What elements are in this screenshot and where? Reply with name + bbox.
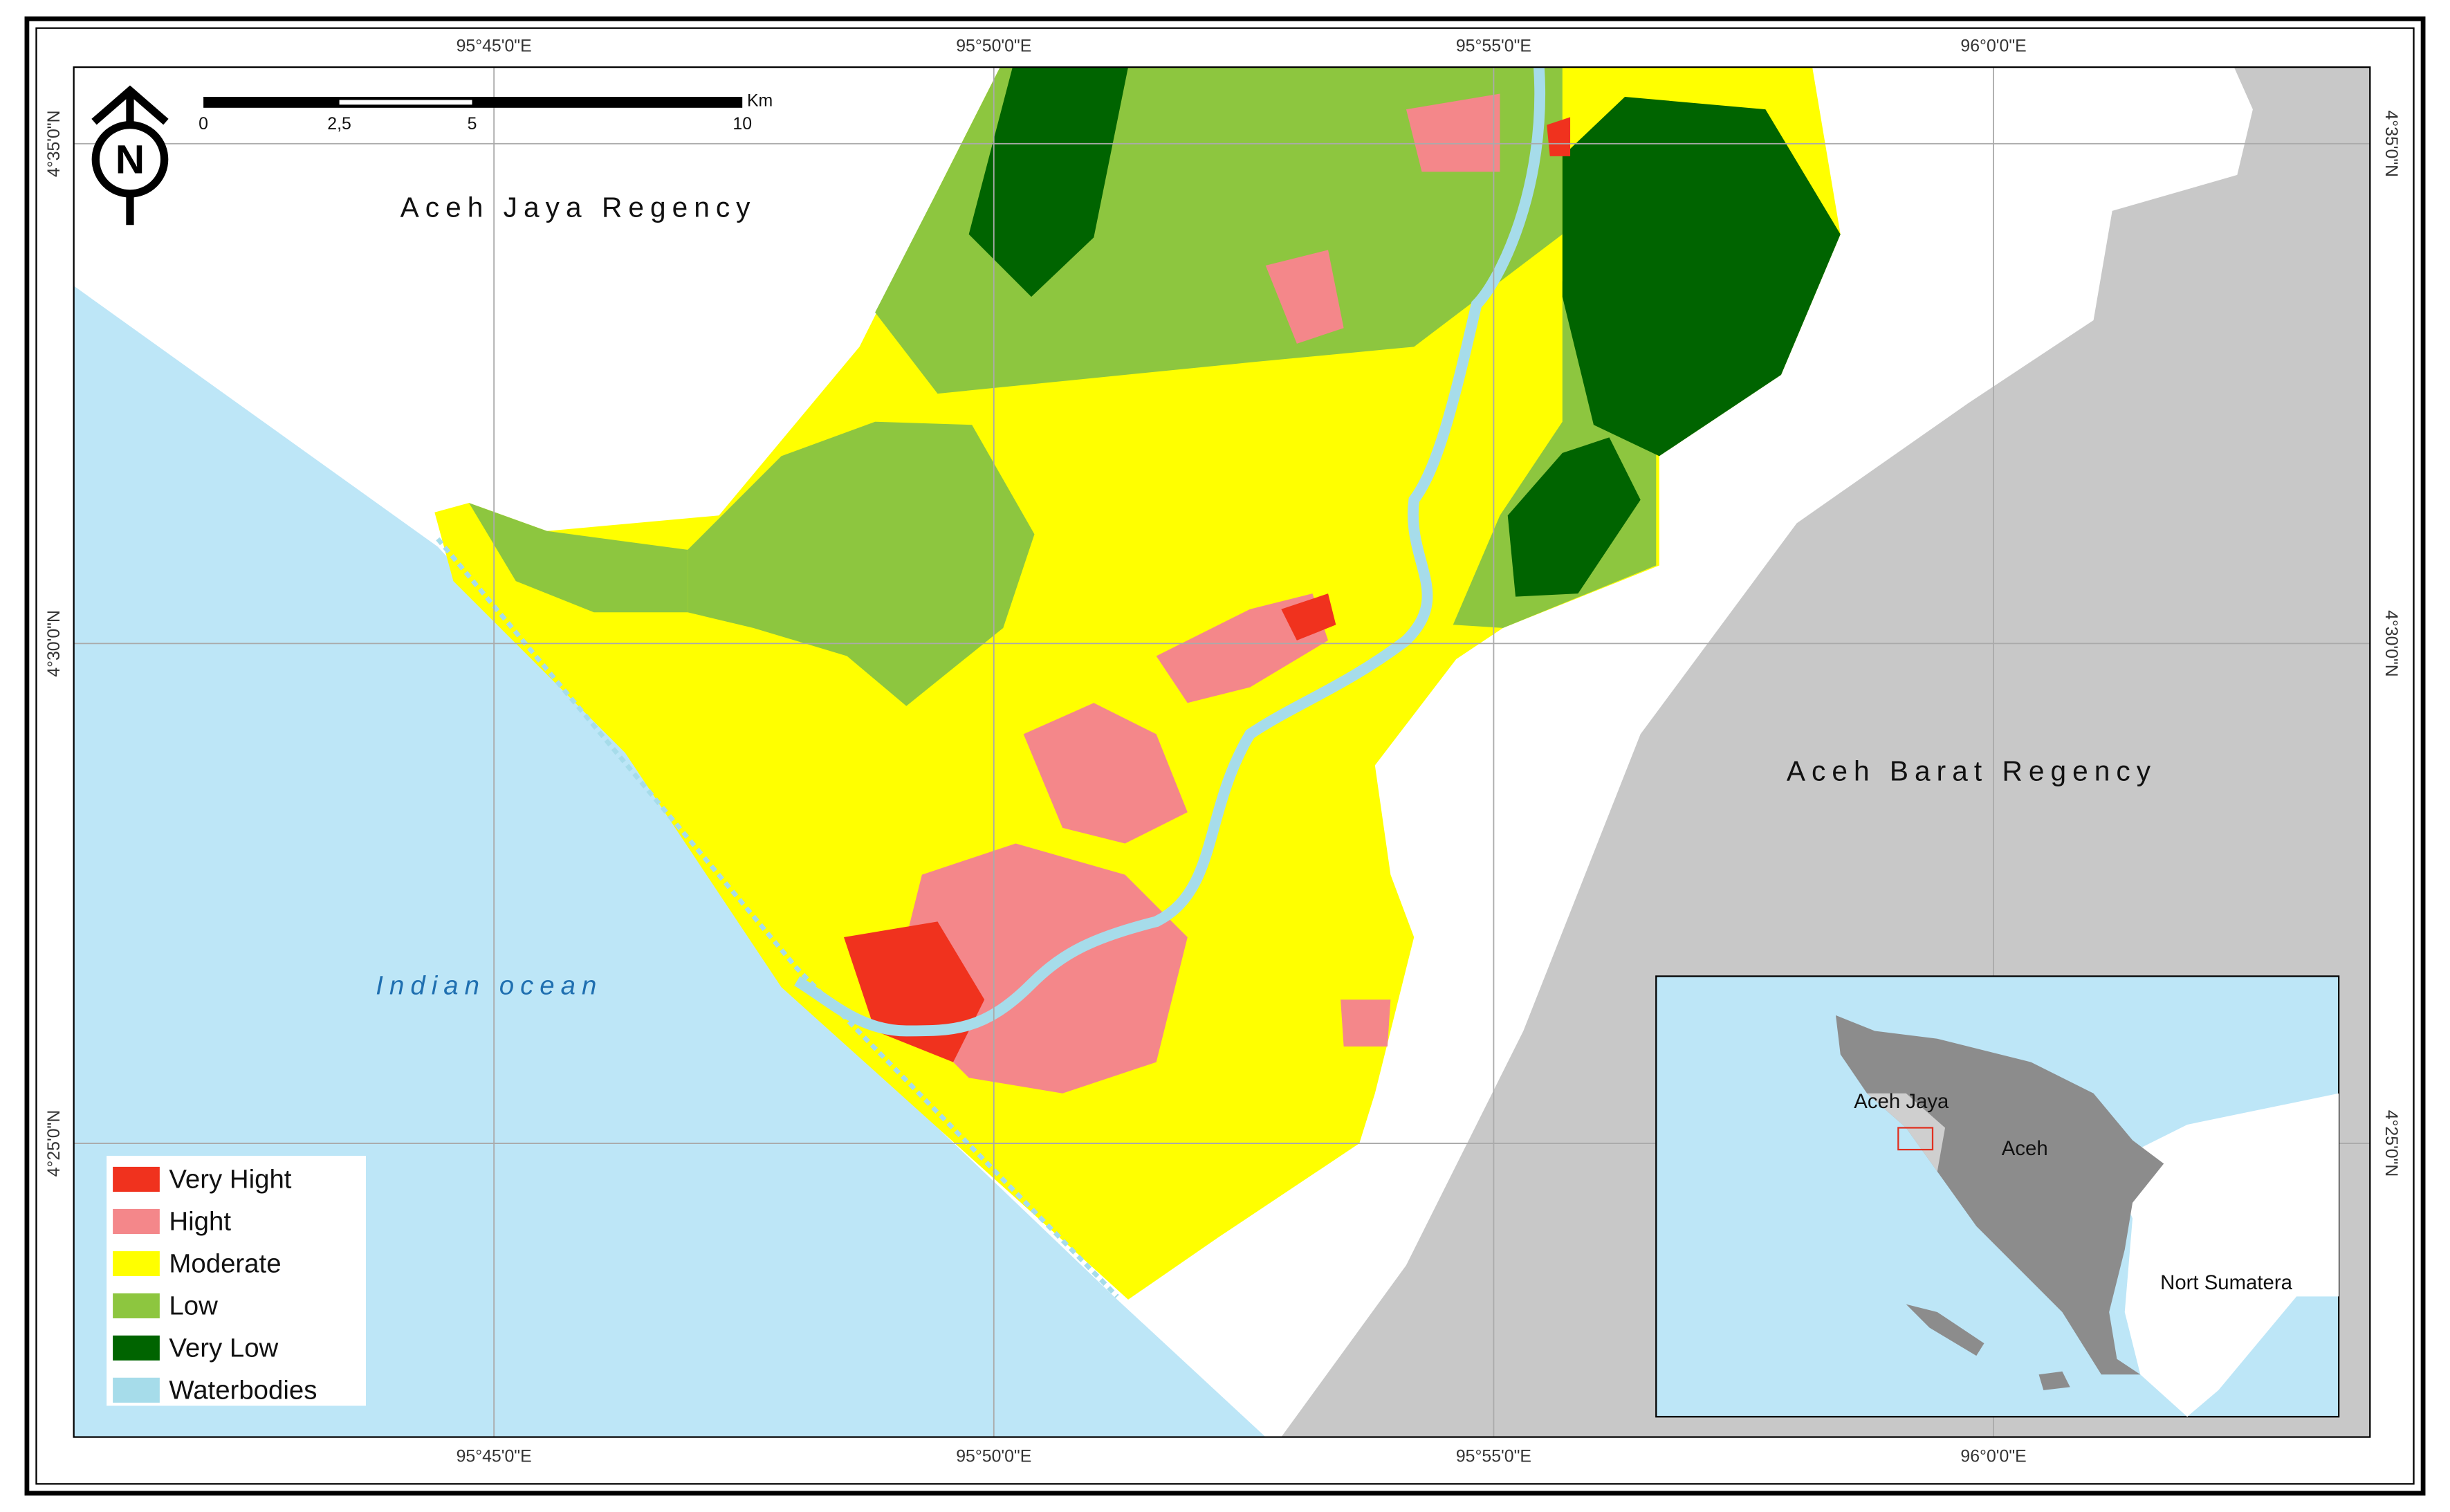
inset-study-area [1897, 1127, 1934, 1151]
inset-island [2038, 1371, 2070, 1390]
longitude-label: 95°55'0"E [1456, 37, 1531, 55]
legend-box [107, 1156, 366, 1406]
longitude-label: 95°45'0"E [457, 37, 532, 55]
latitude-label: 4°30'0"N [45, 610, 64, 677]
outer-frame [24, 16, 2426, 1496]
scale-label: 0 [199, 115, 208, 133]
ocean-label: Indian ocean [376, 970, 602, 1000]
very-high-zone [1547, 117, 1571, 156]
latitude-label: 4°25'0"N [2382, 1110, 2400, 1177]
longitude-label: 95°55'0"E [1456, 1448, 1531, 1466]
scale-unit: Km [747, 91, 773, 110]
high-zone [1156, 593, 1329, 703]
north-label: N [116, 137, 145, 182]
legend-swatch [113, 1335, 160, 1361]
map-neatline [73, 66, 2371, 1438]
region-label: Aceh Barat Regency [1787, 755, 2157, 787]
scale-bar: 0 2,5 5 10 Km [199, 91, 773, 133]
legend-swatch [113, 1377, 160, 1403]
scale-segment [203, 97, 743, 108]
arrow-circle [91, 121, 169, 198]
high-zone [1265, 250, 1344, 344]
inner-frame [35, 27, 2415, 1485]
coastal-channel [436, 537, 1119, 1298]
latitude-label: 4°35'0"N [2382, 110, 2400, 177]
legend-swatch [113, 1293, 160, 1318]
longitude-label: 95°50'0"E [956, 37, 1031, 55]
high-zone [1341, 999, 1391, 1047]
latitude-label: 4°25'0"N [45, 1110, 64, 1177]
ocean [73, 286, 1266, 1437]
very-low-zone [1507, 437, 1641, 597]
legend: Very Hight Hight Moderate Low Very Low Waterb… [107, 1156, 366, 1406]
very-low-zone [1562, 97, 1841, 457]
inset-island [1906, 1304, 1984, 1356]
low-zone [688, 421, 1035, 706]
legend-label: Waterbodies [169, 1375, 317, 1405]
low-zone [469, 503, 688, 613]
longitude-label: 96°0'0"E [1960, 1448, 2026, 1466]
scale-segment [339, 100, 472, 105]
longitude-label: 96°0'0"E [1960, 37, 2026, 55]
longitude-label: 95°45'0"E [457, 1448, 532, 1466]
legend-label: Low [169, 1291, 218, 1320]
high-zone [1023, 703, 1188, 844]
inset-map: Aceh Jaya Aceh Nort Sumatera [1655, 975, 2340, 1418]
legend-label: Moderate [169, 1248, 281, 1278]
very-low-zone [968, 67, 1128, 297]
inset-north-sumatera [2109, 1093, 2339, 1417]
legend-label: Very Low [169, 1333, 278, 1363]
legend-label: Hight [169, 1206, 231, 1236]
scale-label: 2,5 [327, 115, 351, 133]
very-high-zone [1281, 593, 1336, 640]
scale-label: 10 [733, 115, 752, 133]
inset-label: Nort Sumatera [2160, 1271, 2292, 1294]
latitude-label: 4°35'0"N [45, 110, 64, 177]
north-arrow: N [91, 85, 169, 225]
legend-swatch [113, 1166, 160, 1192]
legend-label: Very Hight [169, 1164, 291, 1194]
inset-aceh-jaya [1867, 1093, 1946, 1172]
high-zone [1406, 93, 1500, 172]
latitude-label: 4°30'0"N [2382, 610, 2400, 677]
longitude-label: 95°50'0"E [956, 1448, 1031, 1466]
inset-label: Aceh [2002, 1137, 2048, 1160]
arrow-head [91, 85, 169, 125]
moderate-zone [434, 67, 1841, 1300]
scale-label: 5 [468, 115, 477, 133]
legend-swatch [113, 1251, 160, 1277]
inset-label: Aceh Jaya [1854, 1090, 1949, 1113]
region-label: Aceh Jaya Regency [400, 191, 757, 223]
river [794, 66, 1545, 1037]
legend-swatch [113, 1208, 160, 1235]
